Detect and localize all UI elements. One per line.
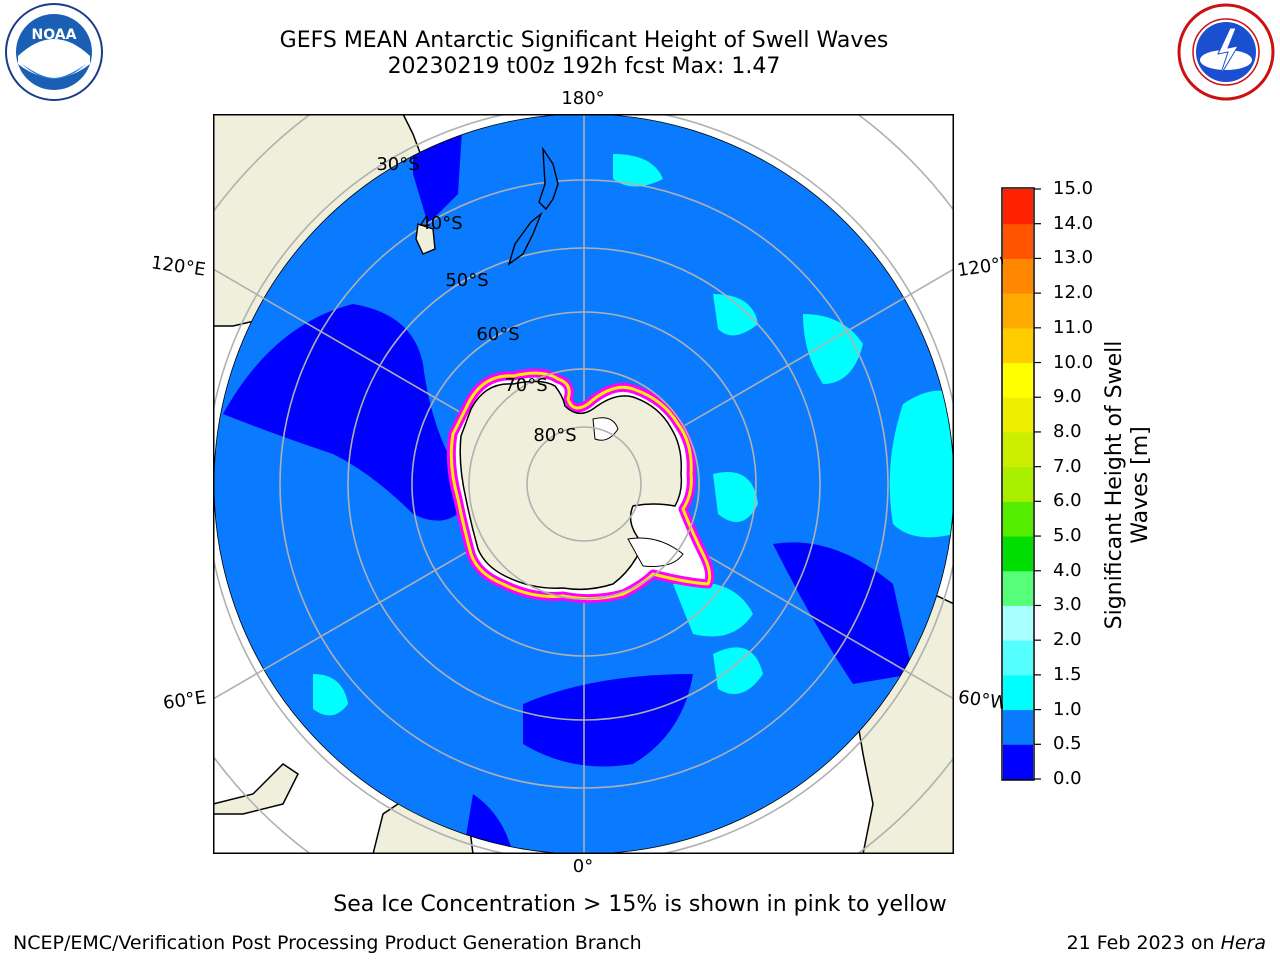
colorbar-label-line2: Waves [m] xyxy=(1128,426,1153,544)
colorbar-tick-label: 3.0 xyxy=(1053,594,1082,616)
colorbar-tick-label: 7.0 xyxy=(1053,455,1082,477)
noaa-logo: NOAA xyxy=(4,2,104,106)
colorbar-bin xyxy=(1003,258,1033,294)
colorbar-bin xyxy=(1003,189,1033,225)
colorbar-bin xyxy=(1003,223,1033,259)
madagascar-land xyxy=(213,763,299,815)
lon-label-bottom: 0° xyxy=(572,856,594,877)
colorbar-tick-label: 10.0 xyxy=(1053,351,1094,373)
colorbar-bin xyxy=(1003,362,1033,398)
colorbar-tick-label: 1.0 xyxy=(1053,698,1082,720)
colorbar-bin xyxy=(1003,709,1033,745)
colorbar-tick-label: 0.5 xyxy=(1053,733,1082,755)
colorbar-tick-label: 13.0 xyxy=(1053,247,1094,269)
svg-text:NOAA: NOAA xyxy=(32,27,77,43)
tasmania xyxy=(415,223,436,255)
colorbar-bin xyxy=(1003,744,1033,780)
colorbar-tick-label: 4.0 xyxy=(1053,559,1082,581)
footer-date-text: 21 Feb 2023 on xyxy=(1066,932,1221,954)
antarctic-land xyxy=(459,380,683,591)
footer-date: 21 Feb 2023 on Hera xyxy=(1067,932,1266,954)
colorbar-tick-label: 14.0 xyxy=(1053,212,1094,234)
lat-label: 70°S xyxy=(504,375,547,396)
map-frame xyxy=(213,114,954,854)
map-canvas: 30°S 40°S 50°S 60°S 70°S 80°S xyxy=(213,114,954,854)
chart-subtitle: 20230219 t00z 192h fcst Max: 1.47 xyxy=(387,54,781,79)
colorbar-bin xyxy=(1003,570,1033,606)
lat-label: 50°S xyxy=(445,270,488,291)
lat-label: 60°S xyxy=(476,324,519,345)
weddell-ice xyxy=(627,537,684,567)
colorbar-label-line1: Significant Height of Swell xyxy=(1102,340,1127,630)
colorbar-tick-label: 9.0 xyxy=(1053,386,1082,408)
colorbar-bin xyxy=(1003,293,1033,329)
swell-patch-east xyxy=(889,390,954,538)
colorbar-bin xyxy=(1003,466,1033,502)
colorbar-bin xyxy=(1003,501,1033,537)
lat-label: 30°S xyxy=(376,154,419,175)
colorbar-bin xyxy=(1003,536,1033,572)
low-swell-south xyxy=(523,674,693,767)
new-zealand xyxy=(538,146,559,211)
lat-label: 80°S xyxy=(533,425,576,446)
lon-label-lower-left: 60°E xyxy=(161,687,208,714)
colorbar-tick-label: 0.0 xyxy=(1053,768,1082,789)
sea-ice-caption: Sea Ice Concentration > 15% is shown in … xyxy=(333,892,947,917)
polar-map: 30°S 40°S 50°S 60°S 70°S 80°S xyxy=(213,114,955,859)
colorbar-bin xyxy=(1003,674,1033,711)
colorbar-bin xyxy=(1003,397,1033,433)
colorbar-bin xyxy=(1003,327,1033,364)
chart-title: GEFS MEAN Antarctic Significant Height o… xyxy=(279,28,889,53)
colorbar-tick-label: 11.0 xyxy=(1053,316,1094,338)
antarctica xyxy=(446,368,715,604)
colorbar-label: Significant Height of Swell Waves [m] xyxy=(1102,341,1154,630)
colorbar-tick-label: 8.0 xyxy=(1053,420,1082,442)
colorbar-bin xyxy=(1003,431,1033,468)
colorbar-tick-label: 12.0 xyxy=(1053,282,1094,304)
nws-logo xyxy=(1176,2,1276,106)
colorbar-bin xyxy=(1003,605,1033,641)
colorbar-bin xyxy=(1003,640,1033,676)
lon-label-upper-left: 120°E xyxy=(149,252,207,281)
colorbar-tick-label: 2.0 xyxy=(1053,629,1082,651)
colorbar xyxy=(1001,187,1046,787)
colorbar-tick-label: 15.0 xyxy=(1053,178,1094,199)
colorbar-tick-label: 6.0 xyxy=(1053,490,1082,512)
lon-label-top: 180° xyxy=(561,88,605,109)
footer-credit: NCEP/EMC/Verification Post Processing Pr… xyxy=(13,932,642,954)
footer-machine: Hera xyxy=(1220,932,1266,954)
lat-label: 40°S xyxy=(419,213,462,234)
low-swell-drake xyxy=(773,542,913,684)
colorbar-tick-label: 5.0 xyxy=(1053,525,1082,547)
low-swell-indian xyxy=(223,304,473,521)
colorbar-tick-label: 1.5 xyxy=(1053,663,1082,685)
